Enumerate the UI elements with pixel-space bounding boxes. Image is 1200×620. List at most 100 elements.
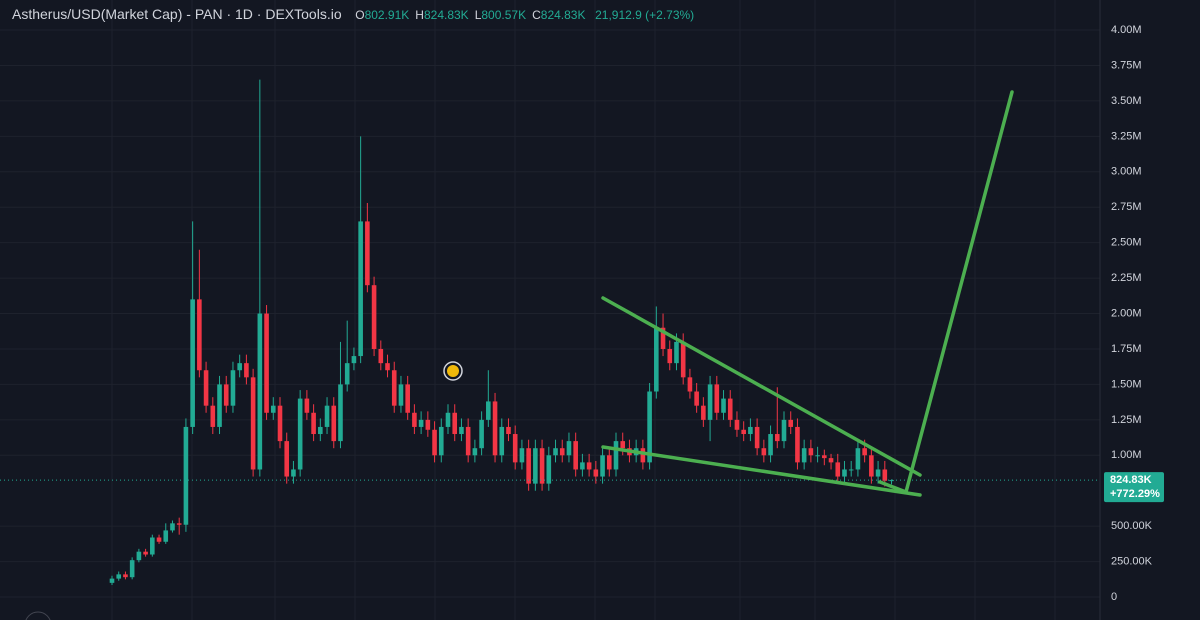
y-tick-label: 2.25M bbox=[1111, 272, 1142, 284]
candle-body bbox=[546, 455, 552, 484]
candle-body bbox=[660, 327, 666, 349]
candle-body bbox=[150, 537, 155, 555]
candle-body bbox=[237, 363, 242, 371]
candle-body bbox=[418, 419, 424, 427]
candle-body bbox=[889, 480, 894, 482]
candle-body bbox=[143, 551, 148, 555]
candle-body bbox=[465, 426, 471, 456]
candle-body bbox=[586, 462, 592, 470]
candle-body bbox=[412, 412, 417, 427]
y-tick-label: 1.50M bbox=[1111, 378, 1142, 390]
candle-body bbox=[727, 398, 733, 420]
candle-body bbox=[109, 578, 115, 583]
header: Astherus/USD(Market Cap) - PAN · 1D · DE… bbox=[12, 6, 700, 22]
candle-body bbox=[378, 348, 384, 364]
y-tick-label: 0 bbox=[1111, 591, 1117, 603]
y-tick-label: 1.25M bbox=[1111, 414, 1142, 426]
candle-body bbox=[822, 455, 827, 459]
candle-body bbox=[425, 419, 431, 430]
candle-body bbox=[344, 363, 350, 385]
candle-body bbox=[244, 363, 249, 378]
candle-body bbox=[391, 370, 397, 406]
y-tick-label: 3.50M bbox=[1111, 95, 1142, 107]
chart-title: Astherus/USD(Market Cap) - PAN · 1D · DE… bbox=[12, 6, 342, 22]
candle-body bbox=[714, 384, 720, 413]
y-tick-label: 2.75M bbox=[1111, 201, 1142, 213]
ohlc-key: C bbox=[532, 8, 541, 22]
candle-body bbox=[291, 469, 296, 477]
candle-body bbox=[580, 462, 585, 470]
candle-body bbox=[371, 285, 377, 349]
candle-body bbox=[559, 448, 565, 456]
candle-body bbox=[862, 448, 867, 456]
candle-body bbox=[452, 412, 458, 435]
candle-body bbox=[815, 455, 820, 457]
y-tick-label: 2.00M bbox=[1111, 307, 1142, 319]
y-tick-label: 1.00M bbox=[1111, 449, 1142, 461]
candle-body bbox=[512, 434, 518, 463]
candle-body bbox=[358, 221, 363, 357]
candle-body bbox=[472, 448, 478, 456]
ohlc-value: 802.91K bbox=[364, 8, 410, 22]
candle-body bbox=[801, 448, 807, 463]
candle-body bbox=[217, 384, 222, 427]
candle-body bbox=[203, 370, 209, 406]
ohlc-value: 800.57K bbox=[481, 8, 527, 22]
candle-body bbox=[270, 405, 276, 413]
candle-body bbox=[331, 405, 337, 442]
y-axis: 0 250.00K 500.00K 1.00M 1.25M 1.50M 1.75M 2.00M… bbox=[1111, 24, 1153, 603]
candle-body bbox=[593, 469, 599, 477]
candle-body bbox=[129, 560, 135, 578]
candle-body bbox=[210, 405, 216, 427]
y-tick-label: 1.75M bbox=[1111, 343, 1142, 355]
candle-body bbox=[398, 384, 404, 406]
candle-body bbox=[438, 426, 444, 456]
candle-body bbox=[882, 469, 888, 481]
candle-body bbox=[640, 448, 646, 463]
candle-body bbox=[741, 429, 746, 435]
candle-body bbox=[647, 391, 652, 463]
candle-body bbox=[351, 356, 357, 364]
candle-body bbox=[687, 377, 693, 392]
candle-body bbox=[318, 426, 323, 435]
candle-body bbox=[432, 429, 437, 456]
change: 21,912.9 (+2.73%) bbox=[595, 8, 695, 22]
candle-body bbox=[573, 441, 578, 470]
candle-body bbox=[486, 401, 491, 420]
candle-body bbox=[170, 523, 175, 531]
drawings bbox=[601, 90, 1014, 497]
candle-body bbox=[492, 401, 498, 456]
candle-body bbox=[223, 384, 229, 406]
candle-body bbox=[808, 448, 814, 456]
ohlc-key: H bbox=[415, 8, 424, 22]
candle-body bbox=[277, 405, 283, 442]
candle-body bbox=[835, 462, 841, 477]
candle-body bbox=[311, 412, 316, 435]
ohlc-value: 824.83K bbox=[423, 8, 469, 22]
candle-body bbox=[250, 377, 256, 470]
candle-body bbox=[869, 455, 874, 477]
candle-body bbox=[338, 384, 343, 442]
candle-body bbox=[176, 523, 182, 525]
candle-body bbox=[781, 419, 787, 442]
candle-body bbox=[297, 398, 303, 470]
candle-body bbox=[553, 448, 558, 456]
candle-body bbox=[459, 426, 464, 435]
candle-body bbox=[190, 299, 195, 427]
candle-body bbox=[506, 426, 511, 435]
ohlc: O802.91K H824.83K L800.57K C824.83K bbox=[355, 7, 591, 22]
candle-body bbox=[674, 341, 679, 364]
price-badge: 824.83K +772.29% bbox=[1104, 472, 1164, 503]
candle-body bbox=[479, 419, 484, 449]
value-grid bbox=[0, 29, 1100, 598]
y-tick-label: 3.75M bbox=[1111, 59, 1142, 71]
candle-body bbox=[795, 426, 800, 463]
candle-body bbox=[768, 434, 773, 456]
candle-body bbox=[654, 327, 659, 392]
candle-body bbox=[774, 434, 780, 442]
y-tick-label: 250.00K bbox=[1111, 556, 1153, 568]
candle-body bbox=[163, 530, 169, 542]
ohlc-key: O bbox=[355, 8, 365, 22]
candle-body bbox=[405, 384, 410, 413]
